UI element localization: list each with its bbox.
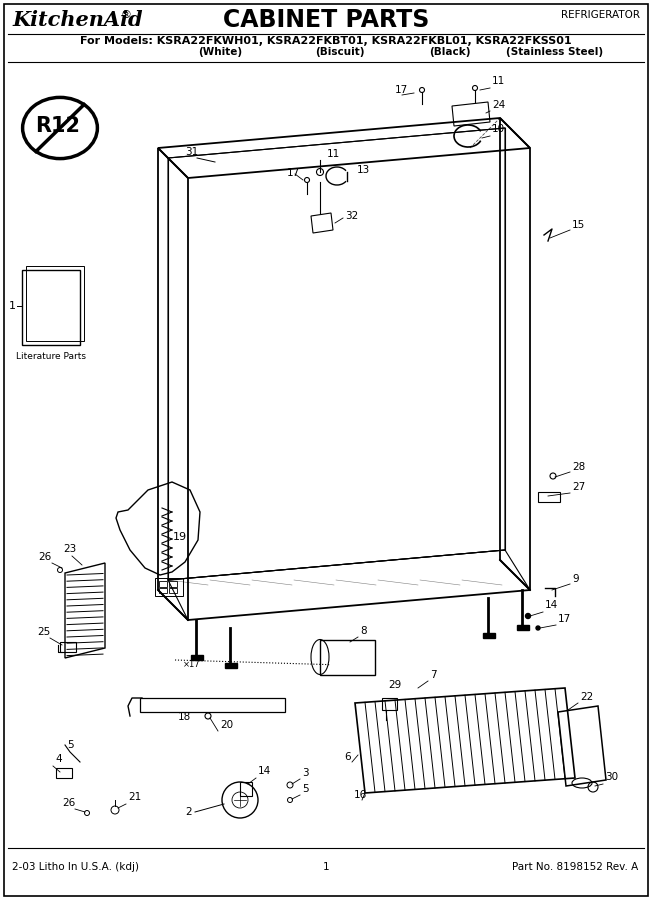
Text: 16: 16	[354, 790, 367, 800]
Text: 19: 19	[173, 532, 187, 542]
Text: 25: 25	[37, 627, 50, 637]
Text: 22: 22	[580, 692, 593, 702]
Text: 18: 18	[178, 712, 191, 722]
Bar	[159, 588, 167, 593]
Bar	[169, 588, 177, 593]
Text: 28: 28	[572, 462, 585, 472]
Text: 26: 26	[38, 552, 52, 562]
Bar	[240, 782, 252, 796]
Text: 15: 15	[572, 220, 585, 230]
Text: 27: 27	[572, 482, 585, 492]
Bar	[191, 655, 203, 660]
Bar	[382, 698, 397, 710]
Text: 1: 1	[323, 862, 329, 872]
Circle shape	[526, 614, 531, 618]
Text: (Black): (Black)	[429, 47, 471, 57]
Text: 29: 29	[388, 680, 401, 690]
Bar	[517, 625, 529, 630]
Text: Literature Parts: Literature Parts	[16, 352, 86, 361]
Text: 5: 5	[67, 740, 74, 750]
Text: 1: 1	[8, 301, 16, 311]
Text: (Stainless Steel): (Stainless Steel)	[507, 47, 604, 57]
Text: 20: 20	[220, 720, 233, 730]
Text: ×17: ×17	[183, 660, 201, 669]
Text: 14: 14	[258, 766, 271, 776]
Text: 32: 32	[345, 211, 358, 221]
Text: 17: 17	[395, 85, 408, 95]
Text: 4: 4	[55, 754, 62, 764]
Text: 14: 14	[545, 600, 558, 610]
Text: 11: 11	[492, 76, 505, 86]
Bar	[225, 663, 237, 668]
Bar	[140, 698, 285, 712]
Text: Part No. 8198152 Rev. A: Part No. 8198152 Rev. A	[512, 862, 638, 872]
Text: KitchenAid: KitchenAid	[12, 10, 143, 30]
Text: 2-03 Litho In U.S.A. (kdj): 2-03 Litho In U.S.A. (kdj)	[12, 862, 139, 872]
Text: 13: 13	[357, 165, 370, 175]
Text: 5: 5	[302, 784, 308, 794]
Bar	[22, 270, 80, 345]
Text: ®: ®	[120, 10, 131, 20]
Bar	[483, 633, 495, 638]
Text: 2: 2	[185, 807, 192, 817]
Text: 23: 23	[63, 544, 76, 554]
Circle shape	[536, 626, 540, 630]
Text: 7: 7	[430, 670, 437, 680]
Text: 3: 3	[302, 768, 308, 778]
Bar	[60, 642, 76, 652]
Text: (White): (White)	[198, 47, 242, 57]
Text: 24: 24	[492, 100, 505, 110]
Text: CABINET PARTS: CABINET PARTS	[223, 8, 429, 32]
Bar	[159, 581, 167, 587]
Text: 26: 26	[62, 798, 75, 808]
Text: 17: 17	[558, 614, 571, 624]
Text: (Biscuit): (Biscuit)	[316, 47, 364, 57]
Text: 10: 10	[492, 124, 505, 134]
Text: 9: 9	[572, 574, 578, 584]
Text: 6: 6	[344, 752, 351, 762]
Bar	[26, 266, 84, 341]
Text: 21: 21	[128, 792, 141, 802]
Text: REFRIGERATOR: REFRIGERATOR	[561, 10, 640, 20]
Bar	[320, 640, 375, 675]
Text: 17: 17	[287, 168, 301, 178]
Bar	[56, 768, 72, 778]
Text: For Models: KSRA22FKWH01, KSRA22FKBT01, KSRA22FKBL01, KSRA22FKSS01: For Models: KSRA22FKWH01, KSRA22FKBT01, …	[80, 36, 572, 46]
Bar	[538, 492, 560, 502]
Text: 30: 30	[605, 772, 618, 782]
Bar	[155, 578, 183, 596]
Text: 31: 31	[185, 147, 198, 157]
Bar	[169, 581, 177, 587]
Text: R12: R12	[35, 116, 80, 136]
Text: 11: 11	[327, 149, 340, 159]
Text: 8: 8	[360, 626, 366, 636]
